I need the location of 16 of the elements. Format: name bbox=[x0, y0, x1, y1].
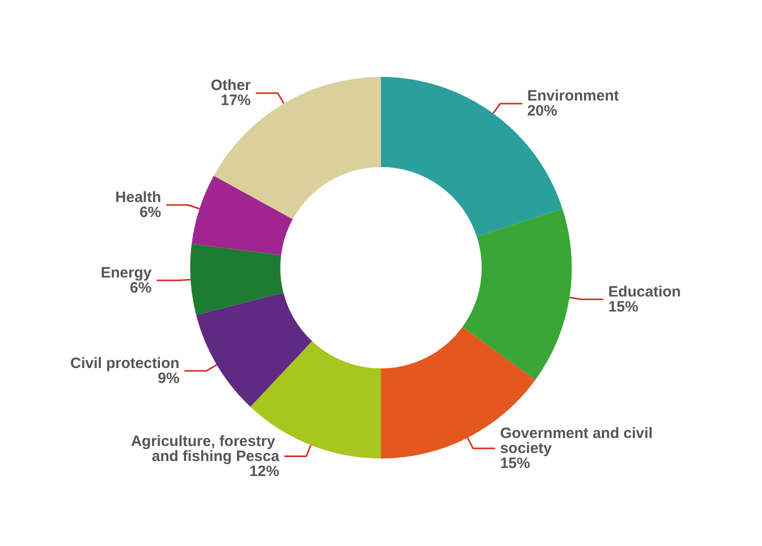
data-label: 15% bbox=[500, 454, 530, 472]
data-label: 6% bbox=[139, 204, 162, 222]
slice-label: Other bbox=[210, 77, 251, 94]
slice-label: Civil protection bbox=[70, 354, 180, 372]
slice-label: Environment bbox=[527, 88, 619, 105]
data-label: 15% bbox=[608, 298, 638, 316]
data-label: 9% bbox=[158, 370, 180, 387]
slice-label: Education bbox=[608, 283, 681, 300]
data-label: 6% bbox=[130, 279, 152, 296]
data-label: 17% bbox=[220, 92, 251, 110]
slice-label: Government and civil society bbox=[500, 424, 657, 457]
slice-label: Agriculture, forestry and fishing Pesca bbox=[130, 432, 280, 465]
data-label: 12% bbox=[249, 462, 280, 480]
slice-label: Health bbox=[115, 189, 162, 206]
slice-label: Energy bbox=[100, 264, 152, 282]
data-label: 20% bbox=[527, 102, 558, 120]
